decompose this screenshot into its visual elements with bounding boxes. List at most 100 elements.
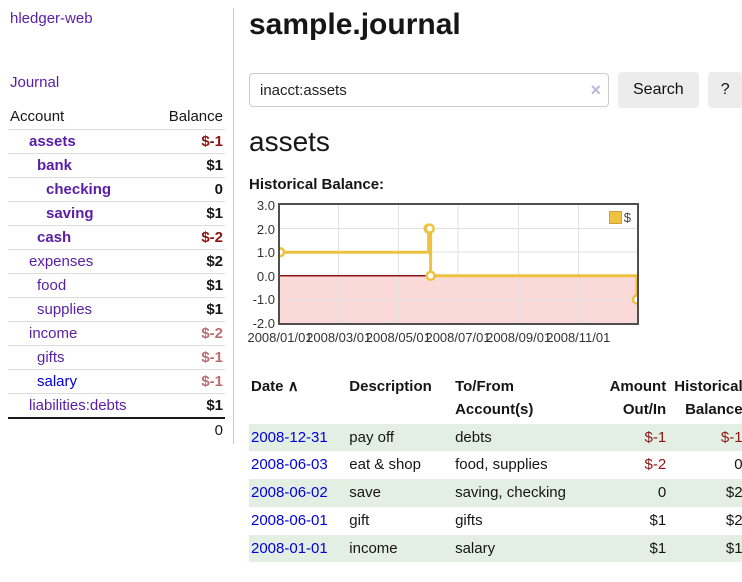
legend-label: $ [623,210,631,225]
register-header-date[interactable]: Date ∧ [251,378,299,395]
transaction-balance: $2 [725,484,742,501]
transaction-balance: $2 [725,511,742,529]
transaction-amount: $1 [649,511,667,529]
transaction-date-link[interactable]: 2008-06-01 [251,511,328,529]
account-row: cash $-2 [8,225,225,250]
transaction-row[interactable]: 2008-12-31 pay off debts $-1 $-1 [249,423,742,452]
x-tick-label: 2008/09/01 [486,330,552,345]
transaction-date-link[interactable]: 2008-06-02 [251,484,328,501]
sidebar: hledger-web Journal Account Balance asse… [8,8,234,444]
transaction-description: save [349,484,381,501]
transaction-description: eat & shop [349,456,421,474]
account-balance: $1 [153,393,225,418]
help-button[interactable]: ? [707,72,742,108]
account-link[interactable]: salary [37,373,78,390]
transaction-date-link[interactable]: 2008-01-01 [251,539,328,557]
search-button[interactable]: Search [618,72,699,108]
account-link[interactable]: assets [29,133,76,150]
register-header-balance: Historical Balance [674,378,742,419]
y-tick-label: 1.0 [256,245,275,261]
transaction-date-link[interactable]: 2008-12-31 [251,428,328,446]
account-row: assets $-1 [8,129,225,154]
account-link[interactable]: food [37,277,67,294]
search-form: × Search ? [249,72,742,108]
x-tick-label: 2008/05/01 [365,330,431,345]
transaction-row[interactable]: 2008-06-01 gift gifts $1 $2 [249,507,742,535]
legend-swatch-icon [608,211,622,224]
chart-plot-area: $ [278,203,639,325]
account-balance: $1 [153,273,225,298]
chart-legend: $ [606,209,633,226]
historical-balance-chart: 3.0 2.0 1.0 0.0 -1.0 -2.0 $ [249,198,742,331]
account-link[interactable]: income [29,325,78,342]
register-header-row: Date ∧ Description To/From Account(s) Am… [249,373,742,424]
accounts-table: Account Balance assets $-1 bank $1 checking 0… [8,105,225,442]
chart-x-axis: 2008/01/01 2008/03/01 2008/05/01 2008/07/01… [247,329,639,347]
account-link[interactable]: liabilities:debts [29,397,127,414]
sidebar-item-journal[interactable]: Journal [10,74,60,91]
transaction-balance: $1 [725,539,742,557]
y-tick-label: -1.0 [252,292,275,308]
account-row: income $-2 [8,321,225,346]
account-row: food $1 [8,273,225,298]
account-balance: $-1 [153,369,225,394]
main-content: sample.journal × Search ? assets Histori… [234,8,742,563]
transaction-row[interactable]: 2008-01-01 income salary $1 $1 [249,534,742,563]
transaction-amount: $-1 [644,428,667,446]
sort-ascending-icon: ∧ [287,378,299,395]
account-balance: $-2 [153,321,225,346]
x-tick-label: 2008/07/01 [425,330,491,345]
account-balance: $-1 [153,129,225,154]
x-tick-label: 2008/03/01 [306,330,372,345]
account-link[interactable]: cash [37,229,72,246]
transaction-row[interactable]: 2008-06-02 save saving, checking 0 $2 [249,479,742,507]
x-tick-label: 2008/01/01 [247,330,313,345]
accounts-header-balance: Balance [168,108,223,125]
y-tick-label: -2.0 [252,316,275,331]
register-header-amount: Amount Out/In [609,378,667,419]
register-table: Date ∧ Description To/From Account(s) Am… [249,373,742,563]
account-row: bank $1 [8,153,225,178]
transaction-accounts: debts [455,428,492,446]
transaction-accounts: saving, checking [455,484,566,501]
account-row: saving $1 [8,201,225,226]
account-balance: $1 [153,201,225,226]
account-link[interactable]: saving [46,205,94,222]
transaction-amount: 0 [657,484,667,501]
chart-label: Historical Balance: [249,176,385,193]
account-balance: $-2 [153,225,225,250]
register-header-description: Description [349,378,432,395]
clear-search-icon[interactable]: × [590,80,601,100]
account-link[interactable]: checking [46,181,112,198]
page: hledger-web Journal Account Balance asse… [8,8,742,563]
app-title-link[interactable]: hledger-web [10,10,93,27]
transaction-row[interactable]: 2008-06-03 eat & shop food, supplies $-2 0 [249,451,742,479]
transaction-amount: $-2 [644,456,667,474]
accounts-header-account: Account [10,108,65,125]
account-link[interactable]: gifts [37,349,65,366]
chart-y-axis: 3.0 2.0 1.0 0.0 -1.0 -2.0 [249,198,275,331]
transaction-amount: $1 [649,539,667,557]
account-link[interactable]: supplies [37,301,93,318]
register-header-accounts: To/From Account(s) [455,378,534,419]
account-balance: 0 [153,177,225,202]
search-input[interactable] [249,73,609,107]
account-title: assets [249,126,330,157]
page-title: sample.journal [249,8,461,41]
x-tick-label: 2008/11/01 [546,330,611,345]
transaction-description: pay off [349,428,395,446]
account-row: expenses $2 [8,249,225,274]
accounts-total-balance: 0 [153,417,225,442]
account-link[interactable]: expenses [29,253,94,270]
transaction-accounts: food, supplies [455,456,548,474]
account-balance: $1 [153,153,225,178]
account-row: salary $-1 [8,369,225,394]
transaction-balance: 0 [734,456,742,474]
transaction-date-link[interactable]: 2008-06-03 [251,456,328,474]
account-balance: $1 [153,297,225,322]
account-link[interactable]: bank [37,157,73,174]
account-row: checking 0 [8,177,225,202]
y-tick-label: 3.0 [256,198,275,213]
accounts-total-row: 0 [8,417,225,442]
y-tick-label: 2.0 [256,221,275,237]
